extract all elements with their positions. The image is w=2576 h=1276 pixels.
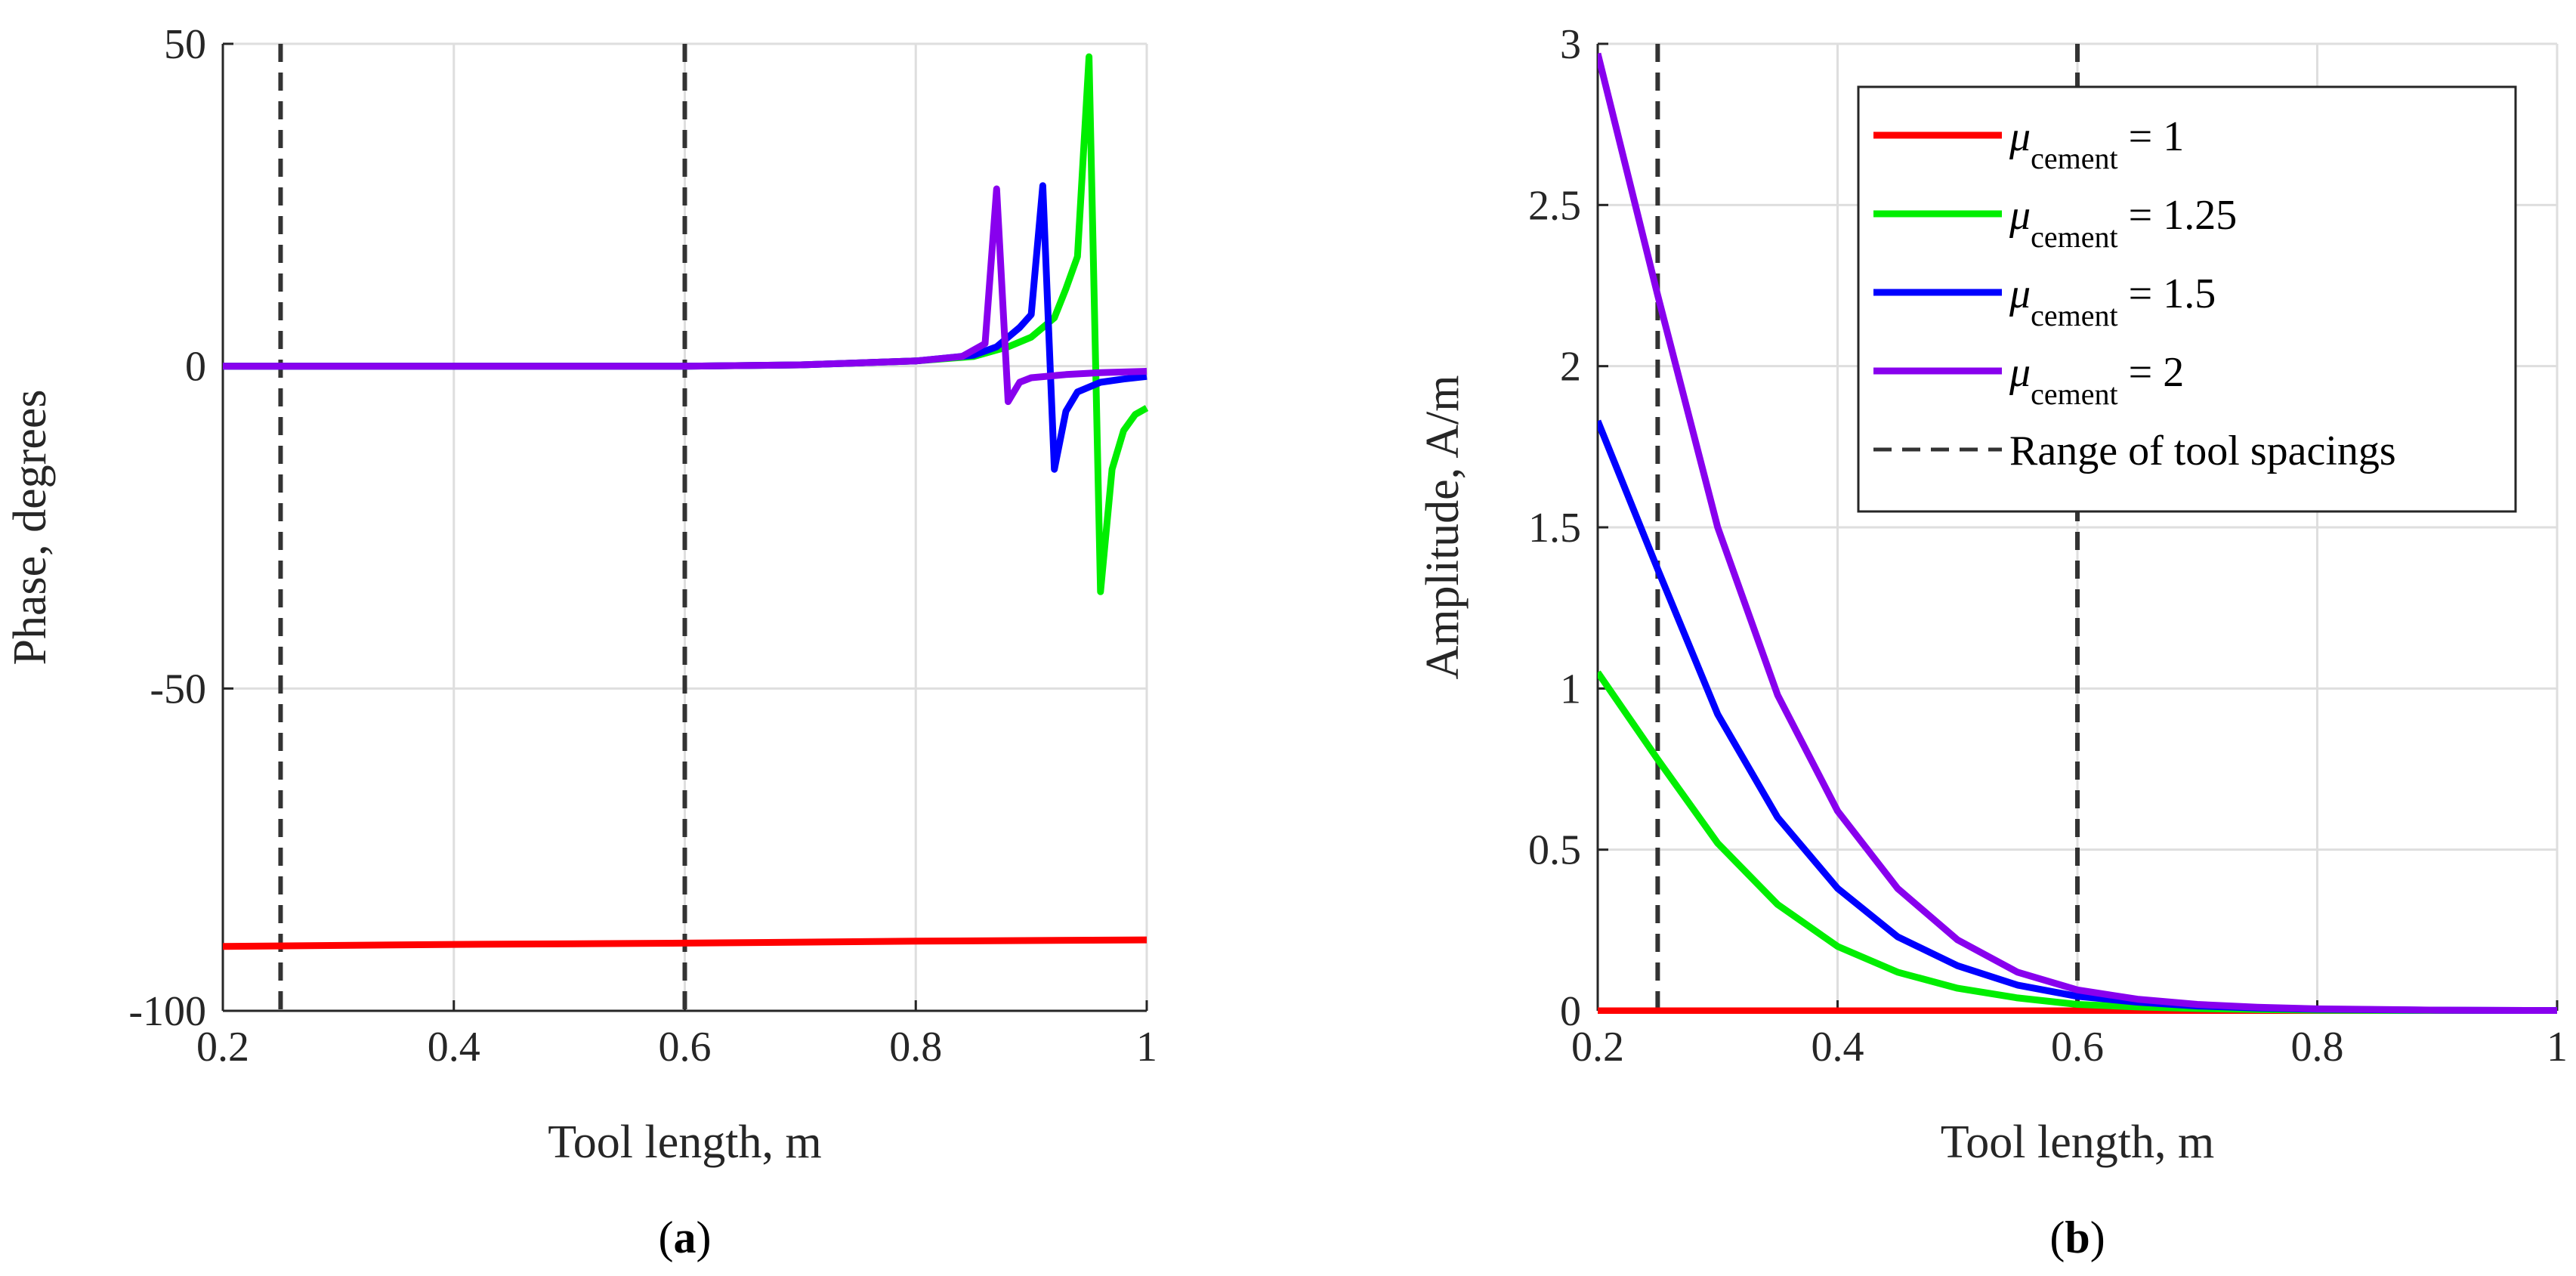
legend-subscript: cement — [2031, 220, 2118, 254]
panel-letter: b — [2065, 1213, 2090, 1262]
panel-label: (a) — [659, 1213, 712, 1262]
panel-close-paren: ) — [697, 1213, 712, 1262]
x-tick-label: 1 — [1136, 1024, 1157, 1071]
y-axis-label: Phase, degrees — [5, 390, 56, 666]
legend-subscript: cement — [2031, 141, 2118, 175]
legend-entry-label: μcement = 1 — [2009, 113, 2184, 175]
legend-mu-symbol: μ — [2009, 349, 2031, 396]
x-tick-label: 0.2 — [196, 1024, 249, 1071]
y-tick-label: 2 — [1560, 344, 1581, 391]
y-tick-label: 1 — [1560, 666, 1581, 712]
y-axis-label: Amplitude, A/m — [1417, 375, 1469, 680]
y-tick-label: 0 — [1560, 988, 1581, 1035]
x-axis-label: Tool length, m — [1941, 1117, 2214, 1168]
legend-suffix: = 1.5 — [2118, 270, 2216, 317]
legend-mu-symbol: μ — [2009, 113, 2031, 160]
panel-close-paren: ) — [2090, 1213, 2105, 1262]
x-axis-label: Tool length, m — [548, 1117, 821, 1168]
x-tick-label: 0.6 — [2051, 1024, 2104, 1071]
x-tick-label: 0.6 — [659, 1024, 712, 1071]
series-line-1 — [223, 936, 1147, 950]
y-tick-label: 0.5 — [1528, 827, 1581, 874]
y-tick-label: 0 — [185, 344, 206, 391]
legend-entry-label: μcement = 2 — [2009, 349, 2184, 411]
x-tick-label: 0.4 — [1812, 1024, 1864, 1071]
y-tick-label: 1.5 — [1528, 505, 1581, 551]
legend-mu-symbol: μ — [2009, 270, 2031, 317]
y-tick-label: -100 — [128, 988, 206, 1035]
series-line-4 — [223, 185, 1147, 406]
legend-suffix: = 1 — [2118, 113, 2185, 160]
legend-suffix: = 2 — [2118, 349, 2185, 396]
legend-subscript: cement — [2031, 298, 2118, 332]
legend-entry-label: μcement = 1.5 — [2009, 270, 2216, 332]
legend-mu-symbol: μ — [2009, 192, 2031, 239]
panel-open-paren: ( — [2049, 1213, 2065, 1262]
panel-a-chart: 0.2 0.4 0.6 0.8 1 -100 -50 0 50 Tool length, m Pha… — [5, 21, 1157, 1262]
y-tick-label: 50 — [164, 21, 206, 68]
legend-box — [1857, 85, 2517, 513]
x-tick-label: 0.4 — [428, 1024, 480, 1071]
x-tick-label: 1 — [2547, 1024, 2568, 1071]
panel-letter: a — [674, 1213, 697, 1262]
series-line-4 — [1598, 52, 2558, 1014]
legend-entry-label: Range of tool spacings — [2009, 428, 2396, 474]
legend-entry-label: μcement = 1.25 — [2009, 192, 2237, 254]
panel-label: (b) — [2049, 1213, 2105, 1262]
x-tick-label: 0.2 — [1571, 1024, 1624, 1071]
legend-suffix: = 1.25 — [2118, 192, 2238, 239]
x-tick-label: 0.8 — [889, 1024, 942, 1071]
legend-suffix: Range of tool spacings — [2009, 428, 2396, 474]
x-tick-label: 0.8 — [2291, 1024, 2344, 1071]
y-tick-label: 3 — [1560, 21, 1581, 68]
panel-open-paren: ( — [659, 1213, 674, 1262]
y-tick-label: 2.5 — [1528, 182, 1581, 229]
y-tick-label: -50 — [150, 666, 206, 712]
legend-subscript: cement — [2031, 377, 2118, 411]
